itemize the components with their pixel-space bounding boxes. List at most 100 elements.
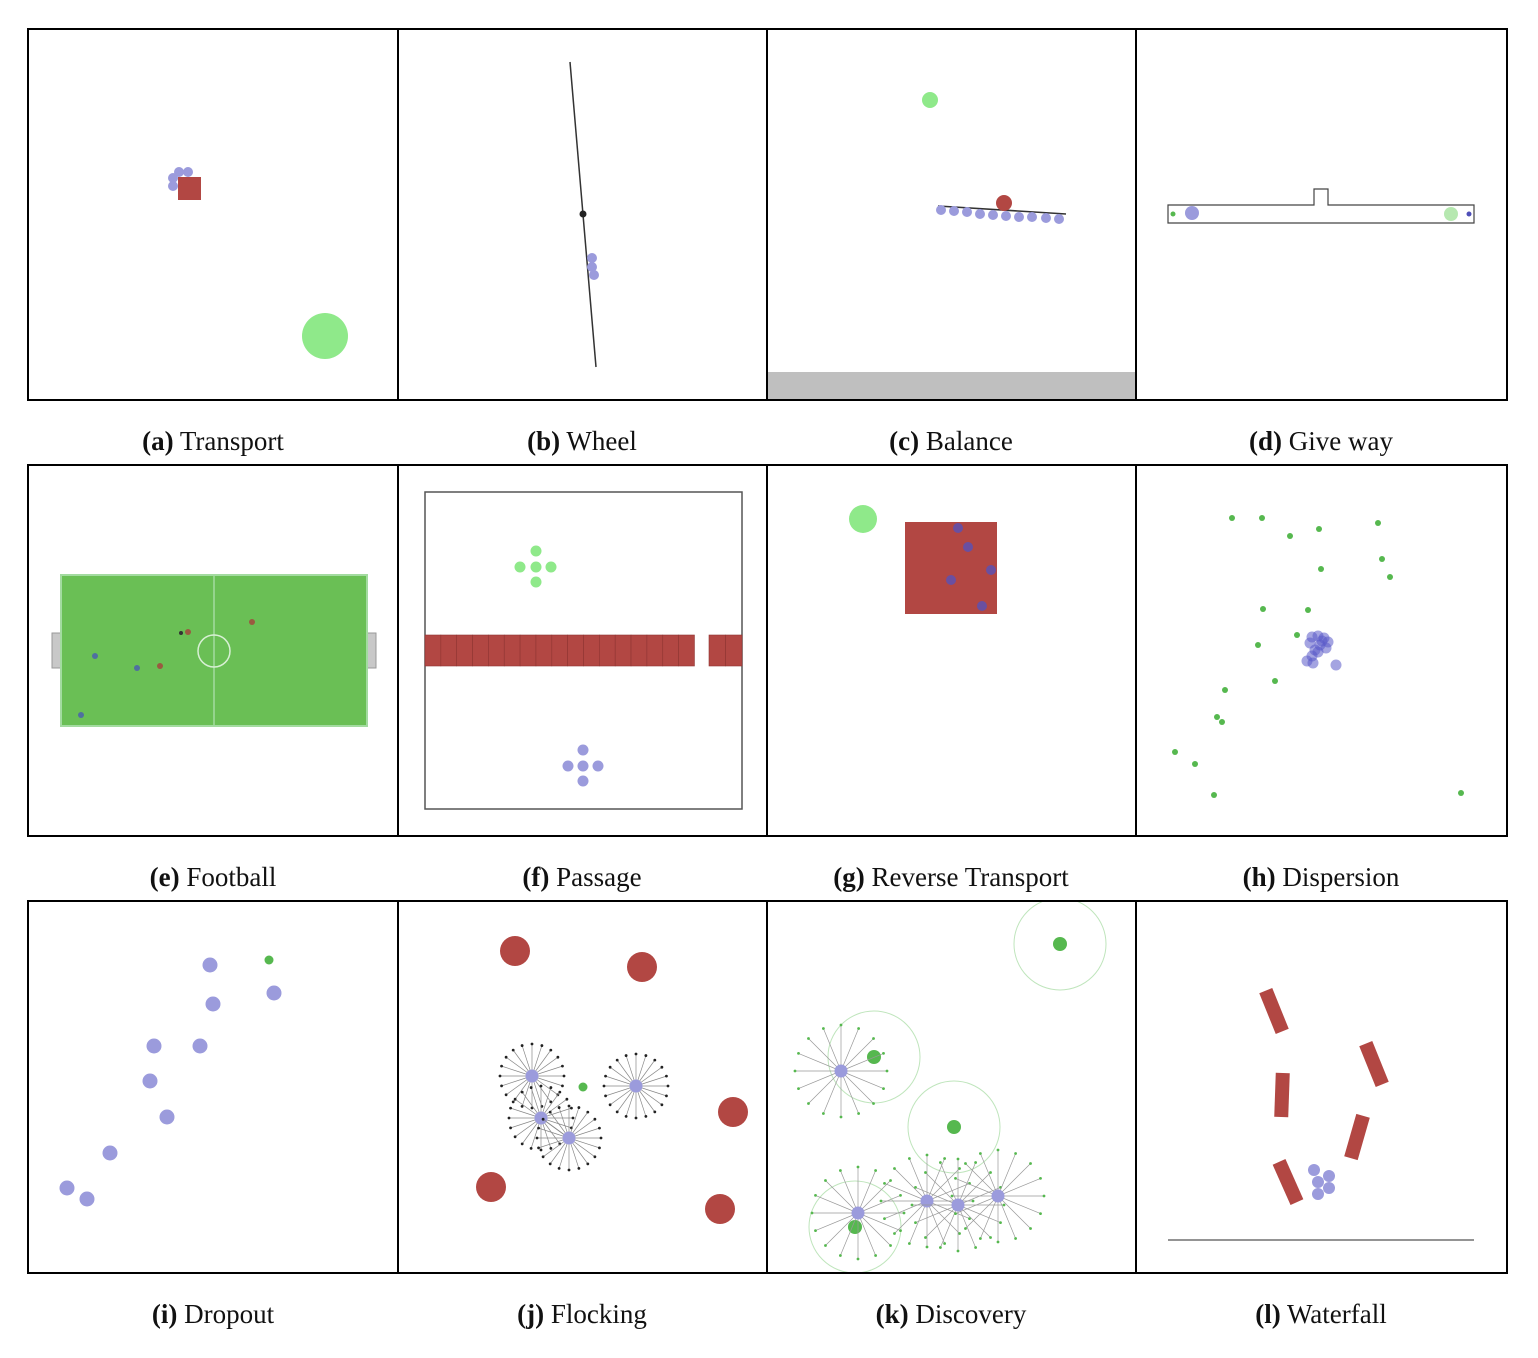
sensor-tip bbox=[839, 1115, 843, 1119]
agent bbox=[577, 760, 589, 772]
sensor-tip bbox=[624, 1115, 628, 1118]
goal-circle bbox=[578, 1082, 588, 1092]
sensor-tip bbox=[615, 1058, 619, 1062]
panel-transport bbox=[168, 167, 348, 359]
target bbox=[848, 1220, 862, 1234]
agent-with-sensors bbox=[950, 1148, 1046, 1244]
sensor-tip bbox=[978, 1152, 982, 1155]
goal-formation bbox=[514, 545, 557, 588]
agent bbox=[834, 1064, 848, 1078]
sensor-tip bbox=[513, 1097, 517, 1101]
sensor-tip bbox=[549, 1086, 553, 1089]
goal-dot bbox=[1318, 566, 1324, 572]
sensor-tip bbox=[537, 1146, 540, 1150]
sensor-tip bbox=[634, 1052, 638, 1056]
sensor-ray bbox=[980, 1195, 999, 1239]
sensor-ray bbox=[909, 1200, 928, 1244]
agent bbox=[202, 957, 218, 973]
agent bbox=[1307, 657, 1319, 669]
sensor-ray bbox=[957, 1204, 991, 1238]
sensor-ray bbox=[997, 1195, 1041, 1214]
wall-segment bbox=[662, 634, 679, 667]
sensor-tip bbox=[807, 1037, 810, 1040]
wall-segment bbox=[472, 634, 489, 667]
sensor-tip bbox=[624, 1054, 628, 1057]
sensor-tip bbox=[958, 1232, 961, 1235]
sensor-ray bbox=[857, 1195, 901, 1214]
sensor-tip bbox=[567, 1104, 571, 1108]
agent bbox=[183, 167, 193, 177]
goal-circle bbox=[302, 313, 348, 359]
caption-letter: (h) bbox=[1242, 862, 1276, 892]
sensor-tip bbox=[925, 1153, 929, 1157]
goal-circle bbox=[264, 955, 274, 965]
sensor-tip bbox=[556, 1055, 560, 1059]
agent bbox=[1027, 212, 1037, 222]
sensor-tip bbox=[593, 1155, 597, 1159]
agent bbox=[1316, 635, 1328, 647]
sensor-ray bbox=[926, 1200, 960, 1234]
sensor-tip bbox=[653, 1058, 657, 1062]
wall-segment bbox=[646, 634, 664, 667]
sensor-tip bbox=[924, 1236, 927, 1239]
agent-with-sensors bbox=[910, 1157, 1006, 1253]
package-box bbox=[178, 177, 201, 200]
panel-reverse-transport bbox=[849, 505, 997, 614]
caption-balance: (c) Balance bbox=[766, 425, 1136, 457]
agent bbox=[920, 1194, 934, 1208]
sensor-ray bbox=[925, 1172, 959, 1206]
goal-circle bbox=[530, 576, 542, 588]
panel-balance bbox=[767, 92, 1135, 399]
red-player bbox=[185, 629, 191, 635]
wall-segment bbox=[519, 634, 537, 667]
agent bbox=[1323, 1170, 1335, 1182]
sensor-tip bbox=[874, 1254, 878, 1257]
sensor-tip bbox=[999, 1221, 1002, 1225]
sensor-tip bbox=[509, 1126, 512, 1130]
sensor-tip bbox=[872, 1102, 875, 1105]
sensor-tip bbox=[938, 1246, 942, 1249]
sensor-ray bbox=[926, 1200, 945, 1244]
corridor-outline bbox=[1167, 188, 1475, 224]
obstacle bbox=[500, 936, 530, 966]
sensor-tip bbox=[1042, 1194, 1046, 1198]
agent bbox=[205, 996, 221, 1012]
caption-letter: (j) bbox=[517, 1299, 545, 1329]
sensor-tip bbox=[520, 1044, 524, 1047]
caption-letter: (f) bbox=[522, 862, 550, 892]
sensor-tip bbox=[548, 1162, 552, 1166]
goal-dot bbox=[1219, 719, 1225, 725]
sensor-tip bbox=[602, 1084, 606, 1088]
sensor-tip bbox=[604, 1074, 607, 1078]
sensor-ray bbox=[997, 1195, 1031, 1229]
agent bbox=[577, 744, 589, 756]
agent bbox=[146, 1038, 162, 1054]
agent bbox=[977, 601, 987, 611]
caption-football: (e) Football bbox=[28, 861, 398, 893]
sensor-tip bbox=[537, 1126, 540, 1130]
sensor-tip bbox=[910, 1203, 914, 1207]
wall-segment bbox=[551, 634, 568, 667]
agent bbox=[168, 181, 178, 191]
sensor-tip bbox=[882, 1087, 885, 1091]
sensor-tip bbox=[889, 1244, 892, 1247]
sensor-tip bbox=[856, 1257, 860, 1261]
agent bbox=[266, 985, 282, 1001]
panel-dispersion bbox=[1172, 515, 1464, 798]
caption-name: Dispersion bbox=[1282, 862, 1400, 892]
sensor-tip bbox=[824, 1179, 827, 1182]
caption-name: Give way bbox=[1288, 426, 1393, 456]
goal-dot bbox=[1316, 526, 1322, 532]
sensor-tip bbox=[793, 1069, 797, 1073]
sensor-tip bbox=[821, 1027, 825, 1030]
agent bbox=[525, 1069, 539, 1083]
sensor-tip bbox=[565, 1097, 569, 1101]
agent bbox=[975, 209, 985, 219]
agent-with-sensors bbox=[507, 1084, 575, 1152]
agent bbox=[946, 575, 956, 585]
goal-dot bbox=[1287, 533, 1293, 539]
sensor-tip bbox=[558, 1090, 562, 1094]
sensor-tip bbox=[509, 1106, 512, 1110]
dropout-agents bbox=[59, 957, 282, 1207]
sensor-tip bbox=[507, 1116, 511, 1120]
